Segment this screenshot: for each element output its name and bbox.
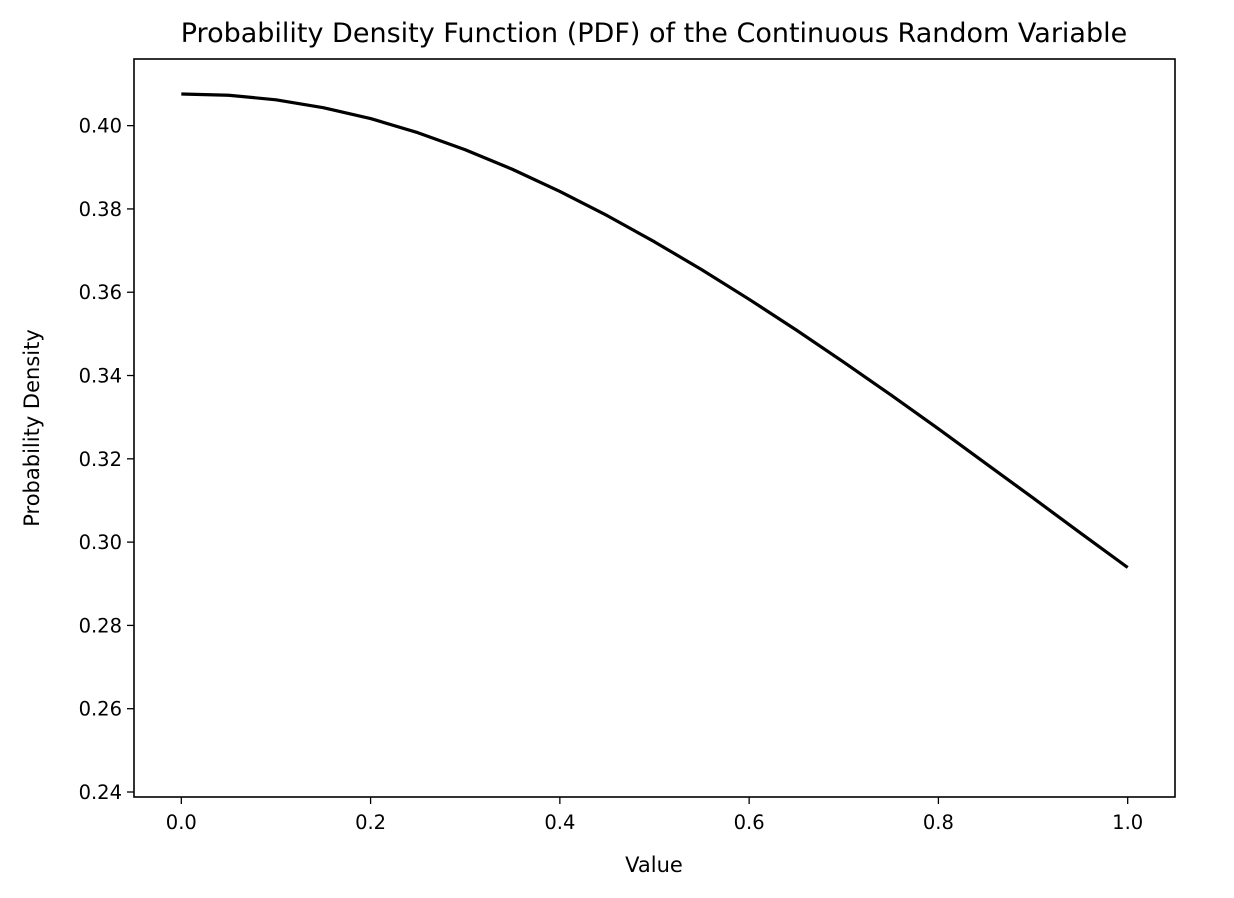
x-tick-label: 1.0 bbox=[1112, 811, 1143, 834]
x-tick-label: 0.0 bbox=[166, 811, 197, 834]
y-tick-label: 0.24 bbox=[79, 781, 122, 804]
y-tick-label: 0.28 bbox=[79, 614, 122, 637]
x-axis-label: Value bbox=[625, 853, 683, 877]
x-tick-label: 0.8 bbox=[923, 811, 954, 834]
x-axis-ticks: 0.0 0.2 0.4 0.6 0.8 1.0 bbox=[166, 797, 1143, 834]
y-tick-label: 0.34 bbox=[79, 365, 122, 388]
plot-area bbox=[133, 58, 1176, 798]
y-tick-label: 0.30 bbox=[79, 531, 122, 554]
x-tick-label: 0.2 bbox=[355, 811, 386, 834]
y-tick-label: 0.38 bbox=[79, 198, 122, 221]
y-tick-label: 0.26 bbox=[79, 698, 122, 721]
y-tick-label: 0.36 bbox=[79, 281, 122, 304]
chart-title: Probability Density Function (PDF) of th… bbox=[181, 18, 1127, 49]
y-axis-label: Probability Density bbox=[20, 329, 44, 527]
pdf-line-series-0 bbox=[181, 92, 1129, 569]
x-tick-label: 0.4 bbox=[544, 811, 575, 834]
y-tick-label: 0.40 bbox=[79, 115, 122, 138]
axes-frame bbox=[133, 58, 1176, 798]
x-tick-label: 0.6 bbox=[734, 811, 765, 834]
y-axis-ticks: 0.24 0.26 0.28 0.30 0.32 0.34 0.36 0.38 0.40 bbox=[79, 115, 134, 804]
y-tick-label: 0.32 bbox=[79, 448, 122, 471]
